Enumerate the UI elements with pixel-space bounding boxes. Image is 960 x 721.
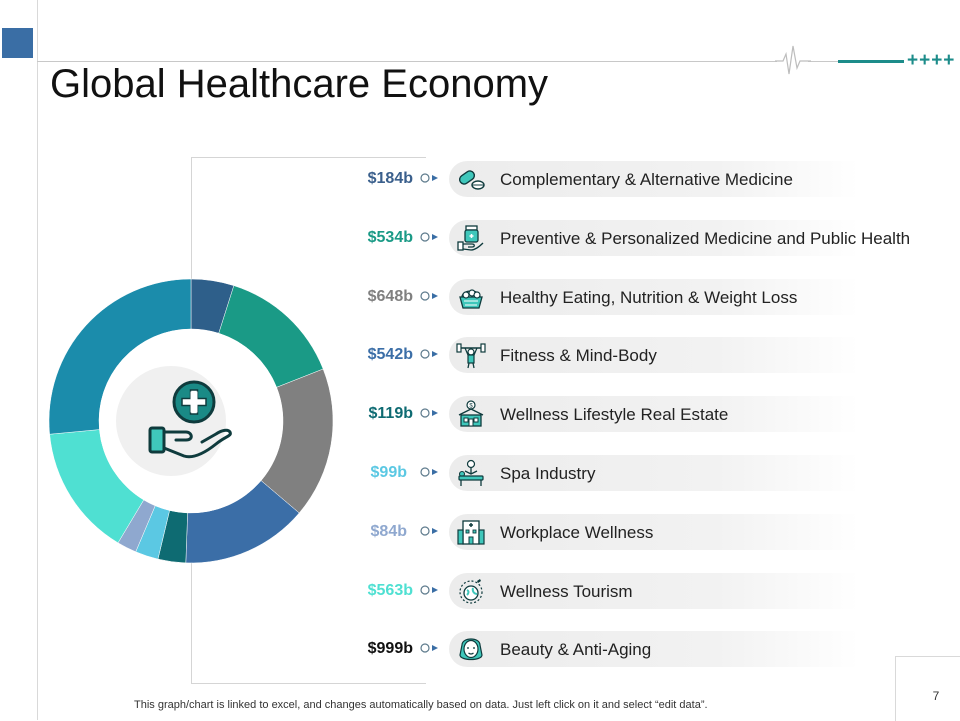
- category-label: Fitness & Mind-Body: [500, 346, 657, 366]
- category-label: Spa Industry: [500, 464, 596, 483]
- category-label: Healthy Eating, Nutrition & Weight Loss: [500, 287, 798, 307]
- medicine-hand-icon: [457, 225, 484, 251]
- beauty-face-icon: [459, 638, 483, 661]
- category-item-8: Wellness Tourism: [449, 572, 859, 609]
- plus-decoration: ++++: [907, 50, 956, 71]
- category-item-2: Preventive & Personalized Medicine and P…: [449, 219, 910, 256]
- category-item-9: Beauty & Anti-Aging: [449, 631, 859, 668]
- left-divider: [37, 0, 38, 720]
- page-number-box: 7: [895, 656, 960, 721]
- row-connector-marker: [420, 467, 438, 477]
- row-connector-marker: [420, 584, 438, 595]
- real-estate-house-icon: $: [458, 400, 484, 427]
- donut-center-circle: [116, 366, 226, 476]
- row-connector-marker: [420, 349, 438, 359]
- footer-note: This graph/chart is linked to excel, and…: [134, 699, 708, 711]
- weightlifting-icon: [456, 343, 486, 369]
- category-item-6: Spa Industry: [449, 455, 859, 491]
- page-number: 7: [932, 689, 940, 703]
- category-label: Workplace Wellness: [500, 522, 654, 542]
- value-label-6: $99b: [370, 464, 407, 481]
- healthcare-hand-plus-icon: [148, 380, 232, 459]
- value-label-9: $999b: [367, 640, 413, 658]
- category-item-4: Fitness & Mind-Body: [449, 337, 859, 374]
- value-label-3: $648b: [367, 287, 413, 305]
- row-connector-marker: [420, 643, 438, 653]
- value-label-5: $119b: [368, 405, 413, 423]
- value-label-8: $563b: [367, 581, 413, 599]
- row-connector-marker: [420, 173, 438, 183]
- value-label-4: $542b: [367, 346, 413, 364]
- row-connector-marker: [420, 232, 438, 242]
- category-label: Complementary & Alternative Medicine: [500, 170, 793, 189]
- corner-accent-square: [2, 28, 33, 58]
- category-label: Beauty & Anti-Aging: [500, 640, 652, 660]
- workplace-building-icon: [457, 520, 485, 545]
- category-item-5: $ Wellness Lifestyle Real Estate: [449, 396, 859, 433]
- value-label-1: $184b: [367, 170, 413, 187]
- pills-icon: [458, 170, 485, 190]
- top-divider-segment: [808, 61, 838, 62]
- heartbeat-pulse-icon: [775, 45, 811, 75]
- header-accent-bar: [838, 60, 904, 63]
- category-item-1: Complementary & Alternative Medicine: [449, 161, 859, 197]
- category-label: Wellness Tourism: [500, 581, 633, 601]
- healthy-food-basket-icon: [459, 288, 483, 309]
- globe-tourism-icon: [459, 578, 483, 604]
- row-connector-marker: [420, 408, 438, 418]
- row-connector-marker: [420, 290, 438, 301]
- svg-text:$: $: [469, 404, 473, 410]
- spa-massage-icon: [458, 459, 484, 486]
- category-label: Preventive & Personalized Medicine and P…: [500, 228, 911, 248]
- value-label-7: $84b: [370, 522, 407, 540]
- value-label-2: $534b: [367, 228, 413, 246]
- row-connector-marker: [420, 526, 438, 536]
- category-item-3: Healthy Eating, Nutrition & Weight Loss: [449, 278, 859, 315]
- category-item-7: Workplace Wellness: [449, 513, 859, 550]
- top-divider: [37, 61, 777, 62]
- category-label: Wellness Lifestyle Real Estate: [500, 405, 729, 425]
- page-title: Global Healthcare Economy: [50, 62, 549, 106]
